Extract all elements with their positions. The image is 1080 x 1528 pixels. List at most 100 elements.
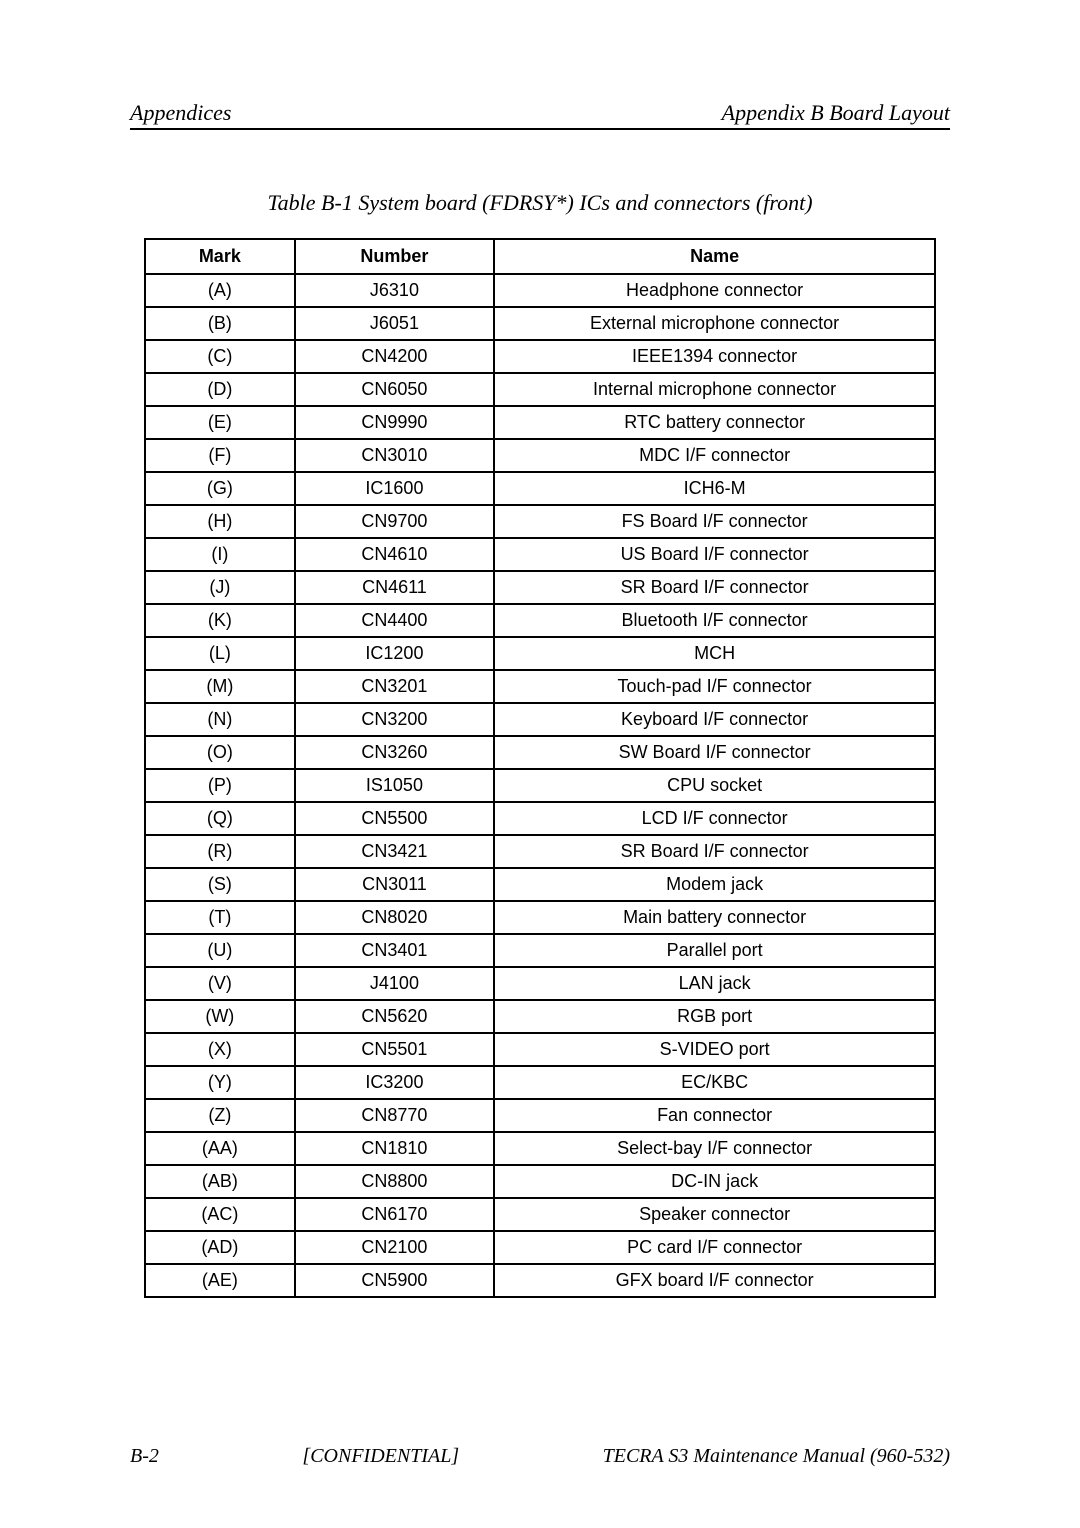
table-cell: SR Board I/F connector [494, 835, 935, 868]
table-cell: CN3201 [295, 670, 495, 703]
table-cell: CN9700 [295, 505, 495, 538]
table-row: (R)CN3421SR Board I/F connector [145, 835, 935, 868]
table-cell: External microphone connector [494, 307, 935, 340]
table-cell: MDC I/F connector [494, 439, 935, 472]
table-cell: IEEE1394 connector [494, 340, 935, 373]
table-row: (AB)CN8800DC-IN jack [145, 1165, 935, 1198]
table-cell: SR Board I/F connector [494, 571, 935, 604]
table-cell: Bluetooth I/F connector [494, 604, 935, 637]
table-cell: IC1200 [295, 637, 495, 670]
table-cell: (AD) [145, 1231, 295, 1264]
board-layout-table: Mark Number Name (A)J6310Headphone conne… [144, 238, 936, 1298]
table-cell: CN3011 [295, 868, 495, 901]
table-cell: (C) [145, 340, 295, 373]
table-cell: CN9990 [295, 406, 495, 439]
table-caption: Table B-1 System board (FDRSY*) ICs and … [130, 190, 950, 216]
table-row: (B)J6051External microphone connector [145, 307, 935, 340]
table-cell: RGB port [494, 1000, 935, 1033]
table-cell: Speaker connector [494, 1198, 935, 1231]
table-cell: CN5900 [295, 1264, 495, 1297]
table-cell: MCH [494, 637, 935, 670]
table-cell: (V) [145, 967, 295, 1000]
table-row: (F)CN3010MDC I/F connector [145, 439, 935, 472]
table-cell: FS Board I/F connector [494, 505, 935, 538]
footer-left: B-2 [130, 1445, 159, 1468]
table-cell: CN5501 [295, 1033, 495, 1066]
table-cell: CN8770 [295, 1099, 495, 1132]
table-cell: (W) [145, 1000, 295, 1033]
col-header-name: Name [494, 239, 935, 274]
table-cell: CN5620 [295, 1000, 495, 1033]
table-row: (V)J4100LAN jack [145, 967, 935, 1000]
table-cell: CN1810 [295, 1132, 495, 1165]
table-cell: (O) [145, 736, 295, 769]
table-row: (K)CN4400Bluetooth I/F connector [145, 604, 935, 637]
table-cell: Parallel port [494, 934, 935, 967]
table-row: (S)CN3011Modem jack [145, 868, 935, 901]
table-row: (Y)IC3200EC/KBC [145, 1066, 935, 1099]
table-cell: Keyboard I/F connector [494, 703, 935, 736]
table-cell: J6310 [295, 274, 495, 307]
table-cell: (P) [145, 769, 295, 802]
table-cell: J6051 [295, 307, 495, 340]
table-cell: Touch-pad I/F connector [494, 670, 935, 703]
table-cell: EC/KBC [494, 1066, 935, 1099]
table-cell: CN4611 [295, 571, 495, 604]
table-cell: (A) [145, 274, 295, 307]
table-cell: GFX board I/F connector [494, 1264, 935, 1297]
table-row: (G)IC1600ICH6-M [145, 472, 935, 505]
table-cell: (AA) [145, 1132, 295, 1165]
table-cell: IS1050 [295, 769, 495, 802]
table-cell: (AB) [145, 1165, 295, 1198]
table-cell: (F) [145, 439, 295, 472]
table-row: (M)CN3201Touch-pad I/F connector [145, 670, 935, 703]
table-cell: PC card I/F connector [494, 1231, 935, 1264]
table-cell: CN3401 [295, 934, 495, 967]
table-cell: (Z) [145, 1099, 295, 1132]
table-cell: Internal microphone connector [494, 373, 935, 406]
table-row: (Q)CN5500LCD I/F connector [145, 802, 935, 835]
table-cell: ICH6-M [494, 472, 935, 505]
table-cell: (H) [145, 505, 295, 538]
table-cell: (X) [145, 1033, 295, 1066]
table-row: (AD)CN2100PC card I/F connector [145, 1231, 935, 1264]
table-cell: (G) [145, 472, 295, 505]
col-header-number: Number [295, 239, 495, 274]
table-cell: CN3260 [295, 736, 495, 769]
table-row: (E)CN9990RTC battery connector [145, 406, 935, 439]
table-row: (Z)CN8770Fan connector [145, 1099, 935, 1132]
header-right: Appendix B Board Layout [722, 100, 950, 126]
table-cell: (Y) [145, 1066, 295, 1099]
table-cell: (M) [145, 670, 295, 703]
table-row: (AA)CN1810Select-bay I/F connector [145, 1132, 935, 1165]
table-cell: CN3010 [295, 439, 495, 472]
table-cell: (T) [145, 901, 295, 934]
table-row: (U)CN3401Parallel port [145, 934, 935, 967]
table-row: (I)CN4610US Board I/F connector [145, 538, 935, 571]
header-left: Appendices [130, 100, 231, 126]
table-cell: (Q) [145, 802, 295, 835]
table-cell: LCD I/F connector [494, 802, 935, 835]
page-footer: B-2 [CONFIDENTIAL] TECRA S3 Maintenance … [130, 1445, 950, 1468]
table-cell: (B) [145, 307, 295, 340]
table-cell: CN6170 [295, 1198, 495, 1231]
table-cell: CPU socket [494, 769, 935, 802]
table-row: (A)J6310Headphone connector [145, 274, 935, 307]
table-cell: (AE) [145, 1264, 295, 1297]
table-row: (AC)CN6170Speaker connector [145, 1198, 935, 1231]
table-cell: CN3421 [295, 835, 495, 868]
table-row: (H)CN9700FS Board I/F connector [145, 505, 935, 538]
table-cell: RTC battery connector [494, 406, 935, 439]
table-cell: (AC) [145, 1198, 295, 1231]
table-cell: Fan connector [494, 1099, 935, 1132]
table-cell: Select-bay I/F connector [494, 1132, 935, 1165]
table-cell: J4100 [295, 967, 495, 1000]
table-cell: IC1600 [295, 472, 495, 505]
table-row: (AE)CN5900GFX board I/F connector [145, 1264, 935, 1297]
table-cell: S-VIDEO port [494, 1033, 935, 1066]
table-cell: (I) [145, 538, 295, 571]
footer-right: TECRA S3 Maintenance Manual (960-532) [603, 1445, 950, 1468]
table-row: (N)CN3200Keyboard I/F connector [145, 703, 935, 736]
table-row: (L)IC1200MCH [145, 637, 935, 670]
col-header-mark: Mark [145, 239, 295, 274]
